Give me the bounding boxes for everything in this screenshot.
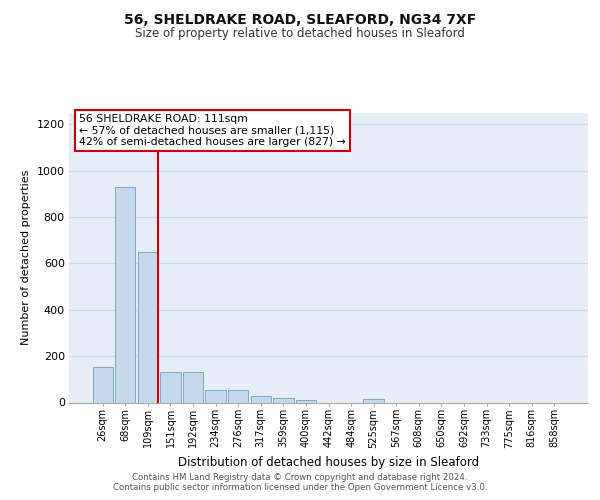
Bar [115,186,136,402]
Bar [92,366,113,402]
Bar [183,372,203,402]
Bar [138,252,158,402]
Bar [160,372,181,402]
Bar [364,399,384,402]
Bar [296,400,316,402]
X-axis label: Distribution of detached houses by size in Sleaford: Distribution of detached houses by size … [178,456,479,469]
Bar [251,396,271,402]
Text: Contains HM Land Registry data © Crown copyright and database right 2024.
Contai: Contains HM Land Registry data © Crown c… [113,473,487,492]
Bar [273,398,293,402]
Bar [228,390,248,402]
Text: 56, SHELDRAKE ROAD, SLEAFORD, NG34 7XF: 56, SHELDRAKE ROAD, SLEAFORD, NG34 7XF [124,12,476,26]
Bar [205,390,226,402]
Text: 56 SHELDRAKE ROAD: 111sqm
← 57% of detached houses are smaller (1,115)
42% of se: 56 SHELDRAKE ROAD: 111sqm ← 57% of detac… [79,114,346,147]
Text: Size of property relative to detached houses in Sleaford: Size of property relative to detached ho… [135,28,465,40]
Y-axis label: Number of detached properties: Number of detached properties [21,170,31,345]
